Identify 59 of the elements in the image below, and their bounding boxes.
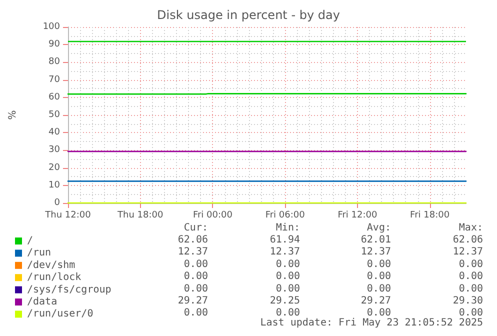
chart-title: Disk usage in percent - by day xyxy=(157,8,340,22)
y-tick-label: 10 xyxy=(48,180,60,190)
text: 0.00 xyxy=(276,308,300,319)
y-tick-label: 100 xyxy=(42,22,60,32)
text: Max: xyxy=(458,222,483,234)
text: 0.00 xyxy=(366,283,391,294)
text: 29.27 xyxy=(178,296,208,306)
text: 0.00 xyxy=(458,283,483,294)
text: Avg: xyxy=(366,222,391,234)
text: 0.00 xyxy=(276,283,300,294)
text: 0.00 xyxy=(458,258,483,270)
text: 0.00 xyxy=(366,308,391,319)
x-tick-label: Fri 12:00 xyxy=(338,210,378,220)
y-tick-label: 70 xyxy=(48,74,60,85)
text: 62.06 xyxy=(178,234,208,246)
legend-label: /data xyxy=(27,296,58,308)
y-tick-label: 50 xyxy=(48,110,60,120)
x-tick-label: Fri 00:00 xyxy=(192,210,233,220)
text: 0.00 xyxy=(366,258,391,270)
text: 62.06 xyxy=(452,234,483,246)
text: 0.00 xyxy=(366,271,391,282)
text: 0.00 xyxy=(184,271,208,282)
text: 0.00 xyxy=(458,271,483,282)
text: 0.00 xyxy=(184,258,208,270)
y-tick-label: 30 xyxy=(48,145,60,156)
x-tick-label: Thu 12:00 xyxy=(44,210,92,220)
text: 12.37 xyxy=(270,246,300,258)
y-axis-title: % xyxy=(8,110,18,120)
x-tick-label: Fri 18:00 xyxy=(410,210,450,220)
text: 29.27 xyxy=(360,296,391,306)
text: 29.30 xyxy=(452,296,483,306)
text: 0.00 xyxy=(184,283,208,294)
legend-label: /dev/shm xyxy=(27,260,76,271)
y-tick-label: 90 xyxy=(48,40,60,50)
legend-label: /sys/fs/cgroup xyxy=(27,284,112,296)
text: Cur: xyxy=(184,222,208,234)
text: 0.00 xyxy=(276,271,300,282)
legend-label: / xyxy=(27,236,34,246)
text: 0.00 xyxy=(184,308,208,319)
text: 0.00 xyxy=(458,308,483,319)
y-tick-label: 40 xyxy=(48,128,60,138)
legend-label: /run/user/0 xyxy=(27,308,94,320)
y-tick-label: 80 xyxy=(48,57,60,68)
legend-label: /run/lock xyxy=(27,272,82,284)
legend-label: /run xyxy=(27,248,52,259)
text: 12.37 xyxy=(452,246,483,258)
text: 62.01 xyxy=(360,234,391,246)
y-tick-label: 0 xyxy=(54,198,60,208)
y-tick-label: 20 xyxy=(48,162,60,173)
text: 61.94 xyxy=(270,234,300,246)
text: 29.25 xyxy=(270,296,300,306)
text: Min: xyxy=(276,222,300,234)
x-tick-label: Fri 06:00 xyxy=(265,210,306,220)
text: Last update: Fri May 23 21:05:52 2025 xyxy=(260,318,484,328)
text: 12.37 xyxy=(178,246,208,258)
x-tick-label: Thu 18:00 xyxy=(116,210,164,220)
y-tick-label: 60 xyxy=(48,92,60,102)
text: 0.00 xyxy=(276,258,300,270)
text: 12.37 xyxy=(360,246,391,258)
